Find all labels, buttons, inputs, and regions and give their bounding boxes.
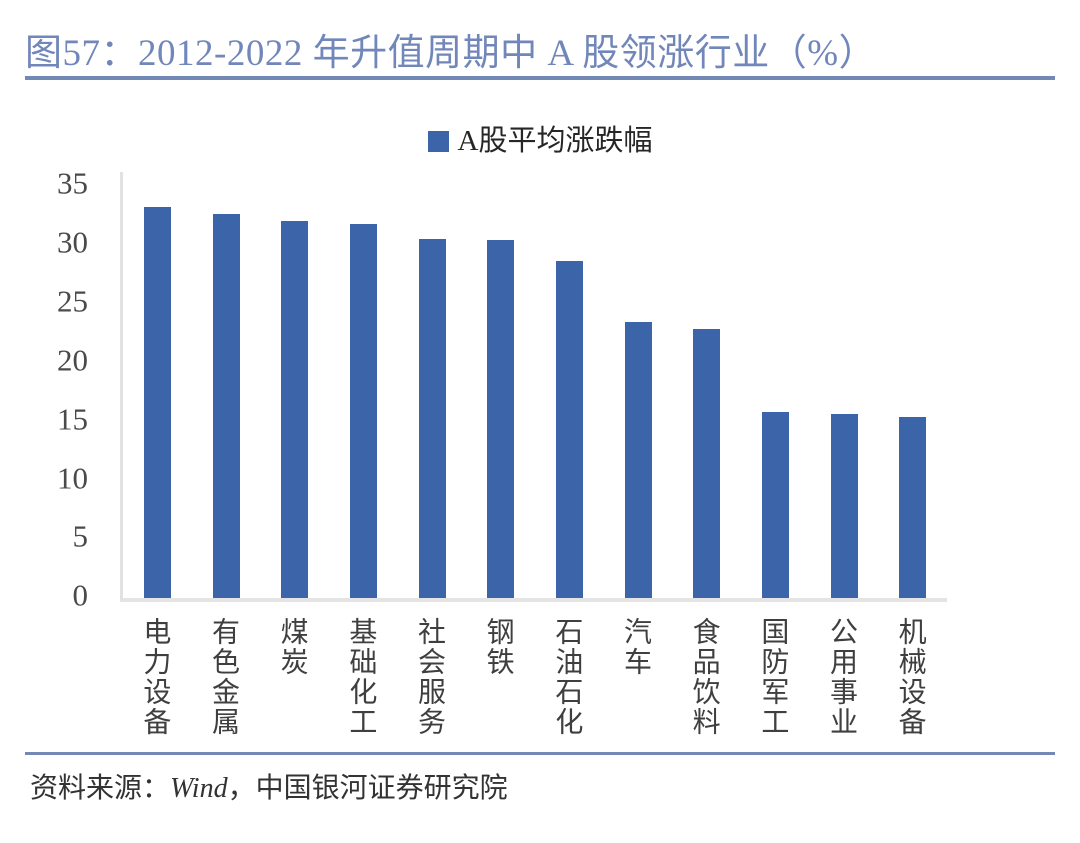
x-axis-label: 煤炭 xyxy=(276,617,308,677)
x-axis-label: 国防军工 xyxy=(757,617,789,737)
y-axis: 35 30 25 20 15 10 5 0 xyxy=(0,0,88,843)
bar-煤炭 xyxy=(281,221,309,598)
plot-area xyxy=(120,172,947,602)
y-axis-tick: 10 xyxy=(57,460,88,495)
bar-电力设备 xyxy=(143,207,171,598)
y-axis-tick: 30 xyxy=(57,224,88,260)
y-axis-tick: 25 xyxy=(57,283,88,319)
x-axis-label: 汽车 xyxy=(620,617,651,677)
bar-汽车 xyxy=(624,322,652,598)
x-axis-label: 机械设备 xyxy=(894,617,926,737)
x-axis-label: 电力设备 xyxy=(139,617,171,737)
source-divider xyxy=(25,752,1055,755)
y-axis-tick: 0 xyxy=(72,577,89,613)
x-axis-label: 石油石化 xyxy=(551,617,583,737)
bar-社会服务 xyxy=(418,239,446,598)
x-axis-label: 食品饮料 xyxy=(688,617,720,737)
legend-label: A股平均涨跌幅 xyxy=(457,124,653,157)
bar-国防军工 xyxy=(761,412,789,598)
bar-钢铁 xyxy=(487,240,515,598)
source-suffix: ，中国银河证券研究院 xyxy=(227,773,508,804)
x-axis-label: 钢铁 xyxy=(482,617,514,677)
figure-title: 图57：2012-2022 年升值周期中 A 股领涨行业（%） xyxy=(25,33,877,74)
bar-机械设备 xyxy=(899,417,927,598)
x-axis-label: 社会服务 xyxy=(414,617,445,737)
bar-有色金属 xyxy=(212,214,240,598)
source-prefix: 资料来源： xyxy=(30,773,171,804)
bar-石油石化 xyxy=(555,261,583,598)
bar-基础化工 xyxy=(349,224,377,598)
source-line: 资料来源：Wind，中国银河证券研究院 xyxy=(30,766,508,806)
bar-公用事业 xyxy=(830,414,858,598)
x-axis-label: 有色金属 xyxy=(208,617,239,737)
legend-swatch-icon xyxy=(427,130,449,152)
legend: A股平均涨跌幅 xyxy=(0,126,1080,156)
y-axis-tick: 20 xyxy=(57,342,88,378)
source-name: Wind xyxy=(170,773,228,804)
x-axis-label: 基础化工 xyxy=(345,617,377,737)
x-axis-label: 公用事业 xyxy=(826,617,857,737)
y-axis-tick: 15 xyxy=(57,401,88,437)
title-divider xyxy=(25,76,1055,80)
x-axis-labels: 电力设备 有色金属 煤炭 基础化工 社会服务 钢铁 石油石化 汽车 食品饮料 国防军工 公用事业 机械… xyxy=(120,617,944,747)
y-axis-tick: 5 xyxy=(72,518,89,554)
bar-食品饮料 xyxy=(693,329,721,598)
y-axis-tick: 35 xyxy=(57,165,88,201)
